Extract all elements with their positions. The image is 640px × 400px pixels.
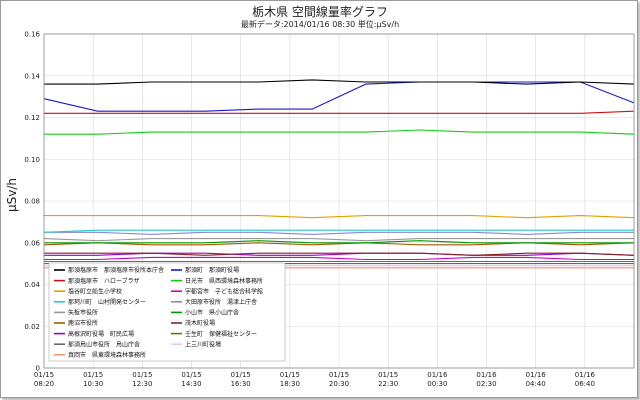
series-line [43, 81, 635, 112]
series-line [43, 229, 634, 233]
series-line [44, 110, 635, 114]
series-line [43, 238, 634, 242]
legend-entry: 大田原市役所 湯津上庁舎 [185, 298, 257, 306]
x-tick-label-date: 01/15 [132, 371, 152, 379]
y-tick-label: 0.16 [24, 31, 40, 39]
x-tick-label-date: 01/16 [526, 371, 547, 379]
series-lines [43, 79, 635, 269]
legend-entry: 那珂川町 山村開発センター [68, 298, 146, 306]
y-tick-label: 0.14 [24, 72, 40, 80]
x-tick-label-time: 14:30 [181, 380, 201, 388]
y-tick-label: 0.06 [24, 239, 40, 247]
x-tick-label-time: 12:30 [132, 380, 152, 388]
x-tick-label-date: 01/15 [280, 371, 300, 379]
x-tick-label-time: 08:20 [34, 380, 54, 388]
chart-title: 栃木県 空間線量率グラフ [252, 5, 388, 19]
y-tick-label: 0.08 [24, 198, 40, 206]
legend-entry: 那須町 那須町役場 [185, 266, 239, 274]
legend-entry: 上三川町役場 [185, 340, 221, 348]
x-tick-labels: 01/1508:2001/1510:3001/1512:3001/1514:30… [34, 371, 596, 388]
legend-entry: 日光市 県西環境森林事務所 [185, 277, 263, 285]
legend-entry: 宇都宮市 子ども総合科学館 [185, 287, 263, 295]
legend-box [48, 262, 286, 362]
x-tick-label-time: 18:30 [280, 380, 300, 388]
legend-entry: 壬生町 保健福祉センター [185, 330, 257, 338]
x-tick-label-date: 01/16 [575, 371, 596, 379]
chart-subtitle: 最新データ:2014/01/16 08:30 単位:μSv/h [240, 20, 400, 29]
x-tick-label-date: 01/15 [231, 371, 251, 379]
x-tick-label-date: 01/15 [34, 371, 54, 379]
x-tick-label-time: 04:40 [526, 380, 546, 388]
x-tick-label-date: 01/15 [181, 371, 201, 379]
x-tick-label-time: 06:40 [575, 380, 595, 388]
legend-entry: 那須塩原市 ハローブラザ [68, 277, 140, 285]
y-tick-label: 0 [36, 365, 40, 373]
x-tick-label-date: 01/15 [329, 371, 349, 379]
legend-entry: 小山市 県小山庁舎 [185, 309, 239, 317]
x-tick-label-time: 16:30 [231, 380, 251, 388]
series-line [44, 252, 635, 256]
x-tick-label-time: 02:30 [476, 380, 496, 388]
series-line [44, 79, 635, 85]
x-tick-label-date: 01/15 [83, 371, 103, 379]
y-tick-label: 0.10 [24, 156, 40, 164]
y-tick-label: 0.04 [24, 281, 40, 289]
x-tick-label-date: 01/16 [427, 371, 448, 379]
series-line [44, 231, 634, 235]
x-tick-label-time: 20:30 [329, 380, 349, 388]
x-tick-label-time: 00:30 [427, 380, 447, 388]
y-tick-label: 0.12 [24, 114, 40, 122]
legend-entry: 塩谷町立船生小学校 [68, 287, 122, 295]
x-tick-label-date: 01/15 [378, 371, 398, 379]
legend-entry: 那須塩原市 那須塩原市役所本庁舎 [68, 266, 164, 274]
x-tick-label-date: 01/16 [476, 371, 497, 379]
plot-border [43, 33, 635, 369]
legend-entry: 高根沢町役場 町民広場 [68, 330, 134, 338]
legend-entry: 矢板市役所 [68, 309, 98, 317]
y-tick-labels: 0 0.02 0.04 0.06 0.08 0.10 0.12 0.14 0.16 [24, 31, 40, 373]
legend-entry: 真岡市 県東環境森林事務所 [68, 351, 146, 359]
legend-entry: 那須烏山市役所 烏山庁舎 [68, 340, 140, 348]
series-line [44, 129, 635, 135]
series-line [44, 256, 634, 261]
legend-entry: 鹿沼市役所 [68, 319, 98, 327]
x-tick-label-time: 22:30 [378, 380, 398, 388]
series-line [44, 240, 634, 244]
y-tick-label: 0.02 [24, 323, 40, 331]
x-tick-label-time: 10:30 [83, 380, 103, 388]
legend-entry: 茂木町役場 [185, 319, 215, 327]
series-line [44, 215, 635, 219]
